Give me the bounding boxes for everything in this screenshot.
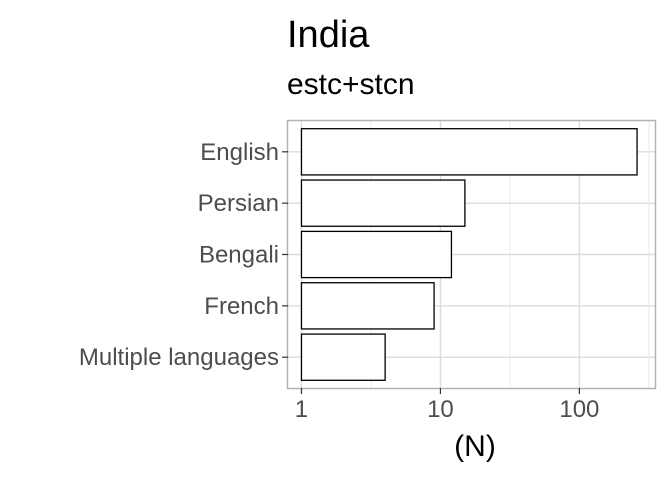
plot-area — [286, 119, 657, 390]
x-tick-label: 10 — [427, 396, 454, 423]
x-tick-label: 100 — [559, 396, 599, 423]
chart-subtitle: estc+stcn — [287, 68, 415, 101]
bar — [300, 282, 435, 330]
x-tick-label: 1 — [295, 396, 308, 423]
category-label: Multiple languages — [79, 344, 279, 371]
bar — [300, 230, 453, 279]
bar — [300, 128, 638, 176]
category-label: Persian — [198, 190, 279, 217]
x-axis-title: (N) — [454, 430, 496, 463]
bar — [300, 179, 466, 227]
chart-title: India — [287, 14, 370, 56]
bar — [300, 333, 386, 381]
category-label: French — [204, 293, 279, 320]
category-label: English — [200, 139, 279, 166]
category-label: Bengali — [199, 242, 279, 269]
